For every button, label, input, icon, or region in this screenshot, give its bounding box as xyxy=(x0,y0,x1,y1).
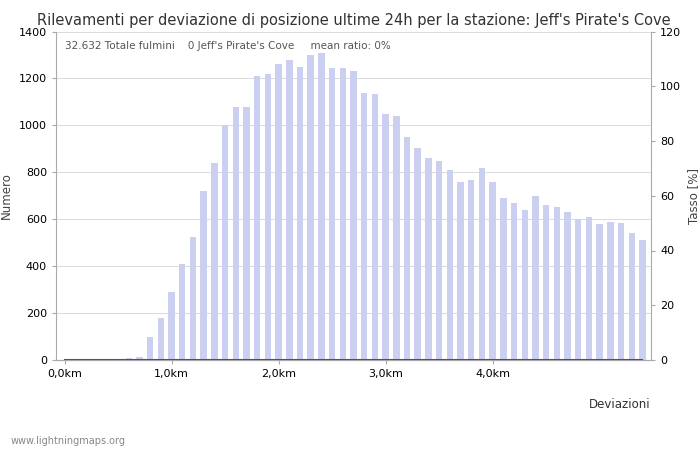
Bar xyxy=(158,318,164,360)
Bar xyxy=(639,240,645,360)
Bar xyxy=(607,221,613,360)
Bar xyxy=(404,137,410,360)
Bar xyxy=(629,233,635,360)
Bar xyxy=(554,207,560,360)
Bar xyxy=(211,163,218,360)
Y-axis label: Tasso [%]: Tasso [%] xyxy=(687,168,700,224)
Bar xyxy=(447,170,453,360)
Bar xyxy=(489,182,496,360)
Bar xyxy=(618,223,624,360)
Bar xyxy=(115,359,121,360)
Bar xyxy=(286,60,293,360)
Bar xyxy=(393,116,400,360)
Bar xyxy=(586,217,592,360)
Bar xyxy=(543,205,550,360)
Bar xyxy=(511,203,517,360)
Bar xyxy=(179,264,186,360)
Bar xyxy=(382,113,389,360)
Bar xyxy=(522,210,528,360)
Bar xyxy=(297,67,303,360)
Title: Rilevamenti per deviazione di posizione ultime 24h per la stazione: Jeff's Pirat: Rilevamenti per deviazione di posizione … xyxy=(36,13,671,27)
Bar xyxy=(350,72,357,360)
Bar xyxy=(232,107,239,360)
Bar xyxy=(254,76,260,360)
Text: 32.632 Totale fulmini    0 Jeff's Pirate's Cove     mean ratio: 0%: 32.632 Totale fulmini 0 Jeff's Pirate's … xyxy=(65,41,391,51)
Bar xyxy=(136,357,143,360)
Y-axis label: Numero: Numero xyxy=(0,172,13,219)
Bar xyxy=(479,167,485,360)
Bar xyxy=(596,224,603,360)
Bar xyxy=(468,180,475,360)
Bar xyxy=(414,148,421,360)
Bar xyxy=(222,126,228,360)
Bar xyxy=(190,237,196,360)
Bar xyxy=(361,93,368,360)
Bar xyxy=(425,158,432,360)
Bar xyxy=(125,358,132,360)
Bar xyxy=(318,53,325,360)
Bar xyxy=(564,212,570,360)
Bar xyxy=(436,161,442,360)
Bar xyxy=(307,55,314,360)
Text: Deviazioni: Deviazioni xyxy=(589,398,651,411)
Bar xyxy=(147,337,153,360)
Bar xyxy=(329,68,335,360)
Bar xyxy=(500,198,507,360)
Bar xyxy=(575,219,582,360)
Bar xyxy=(200,191,207,360)
Bar xyxy=(532,196,538,360)
Bar xyxy=(244,107,250,360)
Bar xyxy=(372,94,378,360)
Bar xyxy=(340,68,346,360)
Text: www.lightningmaps.org: www.lightningmaps.org xyxy=(10,436,125,446)
Bar xyxy=(457,182,463,360)
Bar xyxy=(265,74,271,360)
Bar xyxy=(169,292,175,360)
Bar xyxy=(275,64,282,360)
